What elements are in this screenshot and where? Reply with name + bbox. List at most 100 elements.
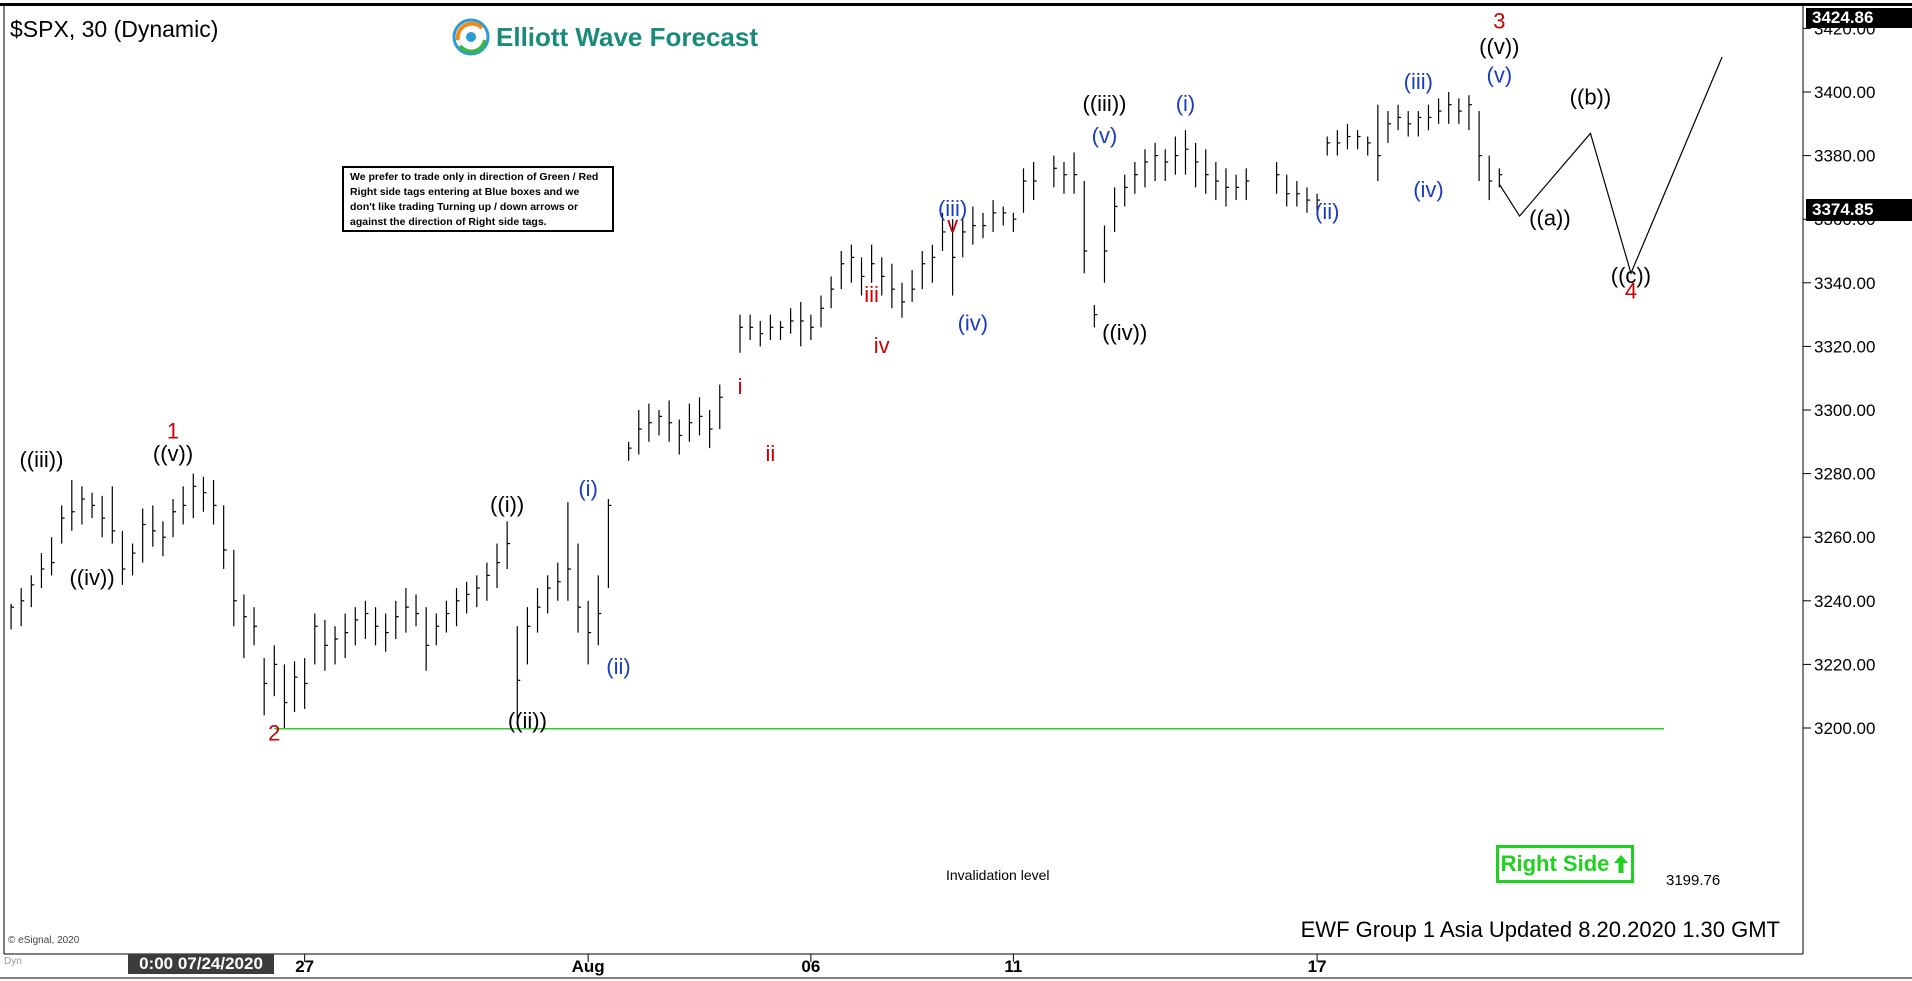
wave-label: i [738, 374, 743, 399]
ohlc-bar [111, 486, 116, 544]
y-tick-label: 3280.00 [1814, 465, 1875, 484]
ohlc-bar [891, 263, 895, 309]
ohlc-bar [293, 661, 298, 713]
price-bars [10, 92, 1503, 728]
ohlc-bar [425, 607, 430, 671]
ohlc-bar [952, 219, 956, 296]
ohlc-bar [253, 607, 258, 646]
ohlc-bar [1063, 161, 1067, 194]
ohlc-bar [739, 314, 744, 353]
ohlc-bar [192, 473, 197, 519]
ohlc-bar [1235, 174, 1240, 201]
ohlc-bar [1407, 111, 1412, 137]
ohlc-bar [212, 479, 217, 525]
wave-label: ((ii)) [508, 708, 547, 733]
ohlc-bar [233, 549, 237, 627]
y-tick-label: 3320.00 [1814, 337, 1875, 356]
ohlc-bar [385, 613, 389, 652]
date-stamp: 0:00 07/24/2020 [128, 954, 274, 974]
wave-label: ((b)) [1570, 85, 1612, 110]
ohlc-bar [1022, 168, 1027, 213]
projection-path [1498, 56, 1723, 276]
ohlc-bar [516, 626, 521, 719]
ohlc-bar [1245, 168, 1250, 201]
wave-labels: ((iii))((iv))1((v))2((i))((ii))(i)(ii)ii… [19, 8, 1651, 745]
ohlc-bar [50, 537, 55, 576]
ohlc-bar [486, 562, 490, 601]
ohlc-bar [40, 553, 45, 589]
ohlc-bar [314, 613, 318, 665]
ohlc-bar [860, 257, 865, 296]
ohlc-bar [850, 244, 855, 283]
ohlc-bar [1053, 155, 1057, 188]
ohlc-bar [557, 562, 561, 601]
ohlc-bar [364, 600, 369, 639]
copyright: © eSignal, 2020 [8, 935, 80, 946]
right-side-tag: Right Side [1496, 845, 1634, 883]
ohlc-bar [506, 521, 511, 569]
ohlc-bar [688, 403, 693, 442]
ohlc-bar [668, 400, 673, 442]
ohlc-bar [1448, 92, 1452, 124]
x-tick-label: Aug [572, 957, 605, 976]
ohlc-bar [800, 301, 804, 347]
ohlc-bar [941, 212, 946, 251]
y-tick-label: 3200.00 [1814, 719, 1875, 738]
ohlc-bar [567, 502, 571, 601]
ohlc-bar [1367, 136, 1371, 156]
y-tick-label: 3240.00 [1814, 592, 1875, 611]
ohlc-bar [344, 613, 349, 659]
ohlc-bar [466, 581, 470, 614]
wave-label: ((i)) [490, 492, 524, 517]
wave-label: ((iv)) [1102, 320, 1147, 345]
ohlc-bar [374, 607, 379, 646]
invalidation-value: 3199.76 [1666, 872, 1721, 889]
ohlc-bar [840, 251, 845, 290]
ohlc-bar [719, 384, 723, 430]
last-price-tag: 3374.85 [1806, 199, 1912, 221]
ohlc-bar [1114, 187, 1118, 232]
ohlc-bar [202, 476, 207, 512]
ohlc-bar [1103, 225, 1108, 283]
ohlc-bar [395, 600, 399, 639]
ohlc-bar [1478, 111, 1483, 182]
ohlc-bar [881, 257, 885, 296]
ohlc-bar [1397, 104, 1402, 131]
ohlc-bar [223, 505, 227, 569]
ohlc-bar [1215, 161, 1219, 201]
right-side-label: Right Side [1500, 851, 1610, 876]
ohlc-bar [1437, 98, 1442, 124]
ohlc-bar [142, 508, 146, 563]
ohlc-bar [496, 543, 501, 589]
ohlc-bar [1387, 111, 1391, 143]
ohlc-bar [334, 626, 339, 665]
ohlc-bar [1488, 155, 1493, 201]
ohlc-bar [405, 588, 409, 633]
ohlc-bar [1346, 123, 1351, 150]
ohlc-bar [1083, 181, 1088, 274]
ohlc-bar [162, 521, 166, 557]
update-footer: EWF Group 1 Asia Updated 8.20.2020 1.30 … [1300, 917, 1780, 942]
ohlc-bar [1134, 161, 1138, 194]
ohlc-bar [1225, 168, 1229, 207]
ohlc-bar [547, 575, 551, 614]
wave-label: (ii) [1315, 199, 1339, 224]
ohlc-bar [709, 410, 713, 449]
ohlc-bar [71, 479, 75, 531]
wave-label: 1 [167, 419, 179, 444]
ohlc-bar [698, 397, 703, 436]
ohlc-bar [1144, 149, 1148, 188]
high-price-tag: 3424.86 [1806, 8, 1912, 28]
ohlc-bar [1458, 98, 1462, 124]
ohlc-bar [10, 603, 15, 630]
ohlc-bar [101, 495, 106, 538]
brand-name: Elliott Wave Forecast [496, 21, 758, 52]
ohlc-bar [1296, 181, 1300, 207]
wave-label: v [947, 212, 958, 237]
ohlc-bar [871, 244, 875, 283]
ohlc-bar [628, 441, 632, 461]
ohlc-bar [1205, 149, 1209, 194]
wave-label: ((v)) [1479, 34, 1519, 59]
ohlc-bar [1164, 149, 1169, 182]
